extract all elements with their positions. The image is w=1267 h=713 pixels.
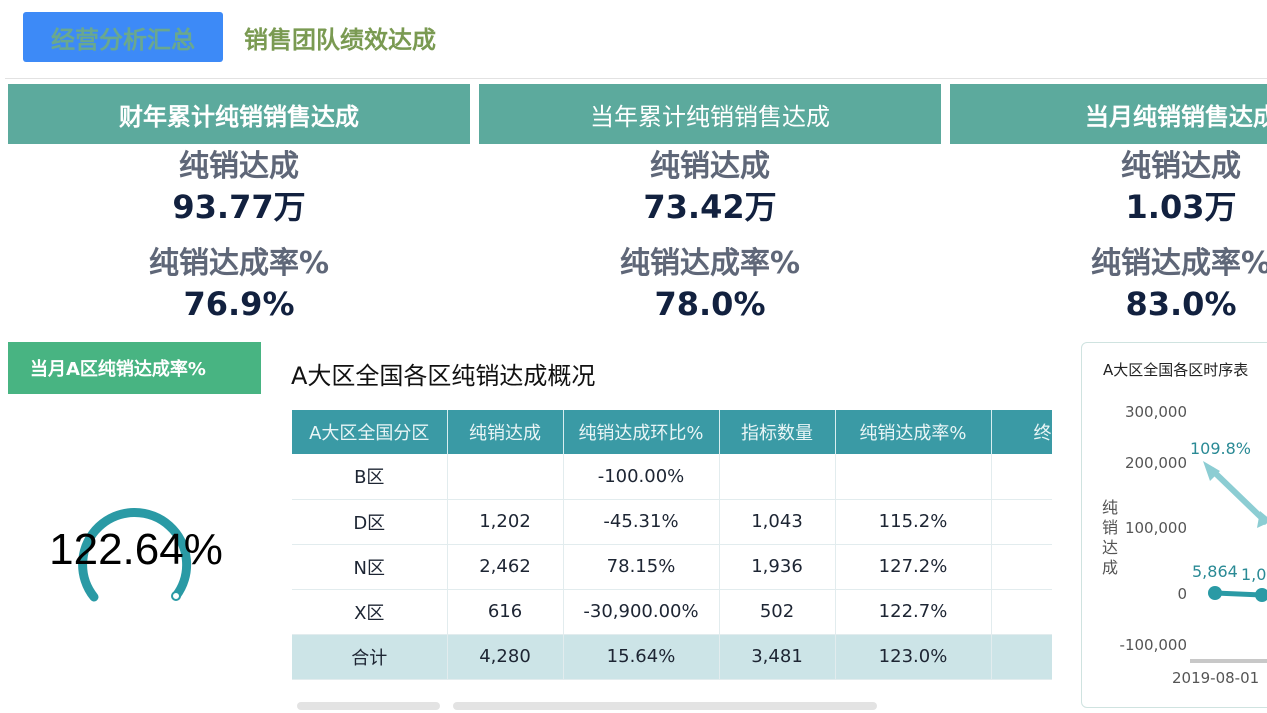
table-scrollbar-horizontal[interactable] bbox=[453, 702, 877, 710]
cell bbox=[991, 634, 1052, 680]
table-row: X区 616 -30,900.00% 502 122.7% bbox=[292, 589, 1052, 635]
kpi-value-rate: 76.9% bbox=[183, 285, 295, 323]
y-tick: -100,000 bbox=[1119, 636, 1187, 654]
gauge-title: 当月A区纯销达成率% bbox=[8, 342, 261, 394]
y-axis-label: 纯销达成 bbox=[1102, 498, 1119, 577]
column-header[interactable]: 纯销达成环比% bbox=[563, 410, 720, 454]
timeseries-plot bbox=[1190, 461, 1267, 663]
cell: 616 bbox=[447, 589, 564, 635]
cell: 123.0% bbox=[835, 634, 992, 680]
cell: -100.00% bbox=[563, 454, 720, 500]
kpi-label-sales: 纯销达成 bbox=[179, 149, 299, 184]
kpi-value-rate: 78.0% bbox=[654, 285, 766, 323]
table-title: A大区全国各区纯销达成概况 bbox=[291, 362, 596, 390]
cell: 1,043 bbox=[719, 499, 836, 545]
cell: 1,202 bbox=[447, 499, 564, 545]
cell: 502 bbox=[719, 589, 836, 635]
tab-business-summary[interactable]: 经营分析汇总 bbox=[23, 12, 223, 62]
kpi-label-rate: 纯销达成率% bbox=[619, 246, 801, 281]
y-tick: 300,000 bbox=[1124, 403, 1187, 421]
cell: 122.7% bbox=[835, 589, 992, 635]
timeseries-title: A大区全国各区时序表 bbox=[1103, 361, 1249, 379]
region-table: A大区全国分区 纯销达成 纯销达成环比% 指标数量 纯销达成率% 终末 B区 -… bbox=[292, 410, 1052, 680]
kpi-value-sales: 93.77万 bbox=[172, 188, 306, 226]
y-tick: 0 bbox=[1177, 585, 1187, 603]
cell bbox=[991, 544, 1052, 590]
x-tick: 2019-08-01 bbox=[1172, 669, 1260, 687]
table-total-row: 合计 4,280 15.64% 3,481 123.0% bbox=[292, 634, 1052, 680]
table-row: B区 -100.00% bbox=[292, 454, 1052, 500]
table-row: N区 2,462 78.15% 1,936 127.2% bbox=[292, 544, 1052, 590]
column-header[interactable]: 终末 bbox=[991, 410, 1052, 454]
cell: 115.2% bbox=[835, 499, 992, 545]
cell: 1,936 bbox=[719, 544, 836, 590]
y-tick: 100,000 bbox=[1124, 519, 1187, 537]
kpi-card-fiscal-year: 财年累计纯销销售达成 纯销达成 93.77万 纯销达成率% 76.9% bbox=[8, 84, 470, 324]
cell: B区 bbox=[292, 454, 448, 500]
column-header[interactable]: A大区全国分区 bbox=[292, 410, 448, 454]
cell: -30,900.00% bbox=[563, 589, 720, 635]
nav-divider bbox=[5, 78, 1267, 79]
cell bbox=[991, 589, 1052, 635]
gauge-value: 122.64% bbox=[49, 525, 223, 574]
kpi-header: 财年累计纯销销售达成 bbox=[8, 84, 470, 144]
kpi-label-rate: 纯销达成率% bbox=[148, 246, 330, 281]
cell bbox=[719, 454, 836, 500]
cell: 2,462 bbox=[447, 544, 564, 590]
data-label-value: 1,07 bbox=[1241, 565, 1267, 584]
cell: 78.15% bbox=[563, 544, 720, 590]
column-header[interactable]: 纯销达成 bbox=[447, 410, 564, 454]
cell bbox=[447, 454, 564, 500]
kpi-label-sales: 纯销达成 bbox=[1121, 149, 1241, 184]
cell bbox=[991, 499, 1052, 545]
tab-sales-team-performance[interactable]: 销售团队绩效达成 bbox=[244, 25, 436, 54]
kpi-header: 当月纯销销售达成 bbox=[950, 84, 1267, 144]
kpi-value-rate: 83.0% bbox=[1125, 285, 1237, 323]
cell: 4,280 bbox=[447, 634, 564, 680]
cell: 合计 bbox=[292, 634, 448, 680]
kpi-value-sales: 1.03万 bbox=[1125, 188, 1237, 226]
column-header[interactable]: 纯销达成率% bbox=[835, 410, 992, 454]
data-label-rate: 109.8% bbox=[1190, 439, 1252, 458]
kpi-card-current-month: 当月纯销销售达成 纯销达成 1.03万 纯销达成率% 83.0% bbox=[950, 84, 1267, 324]
y-tick: 200,000 bbox=[1124, 454, 1187, 472]
table-row: D区 1,202 -45.31% 1,043 115.2% bbox=[292, 499, 1052, 545]
cell: X区 bbox=[292, 589, 448, 635]
kpi-value-sales: 73.42万 bbox=[643, 188, 777, 226]
data-label-value: 5,864 bbox=[1192, 562, 1238, 581]
cell: N区 bbox=[292, 544, 448, 590]
cell: 3,481 bbox=[719, 634, 836, 680]
column-header[interactable]: 指标数量 bbox=[719, 410, 836, 454]
gauge-arc-icon bbox=[78, 508, 192, 602]
cell bbox=[991, 454, 1052, 500]
table-header-row: A大区全国分区 纯销达成 纯销达成环比% 指标数量 纯销达成率% 终末 bbox=[292, 410, 1052, 454]
kpi-label-sales: 纯销达成 bbox=[650, 149, 770, 184]
cell: 15.64% bbox=[563, 634, 720, 680]
kpi-label-rate: 纯销达成率% bbox=[1090, 246, 1267, 281]
cell: 127.2% bbox=[835, 544, 992, 590]
timeseries-card: A大区全国各区时序表 300,000 200,000 100,000 0 -10… bbox=[1081, 342, 1267, 708]
kpi-card-current-year: 当年累计纯销销售达成 纯销达成 73.42万 纯销达成率% 78.0% bbox=[479, 84, 941, 324]
kpi-header: 当年累计纯销销售达成 bbox=[479, 84, 941, 144]
cell bbox=[835, 454, 992, 500]
cell: -45.31% bbox=[563, 499, 720, 545]
table-scrollbar-frozen[interactable] bbox=[297, 702, 440, 710]
cell: D区 bbox=[292, 499, 448, 545]
